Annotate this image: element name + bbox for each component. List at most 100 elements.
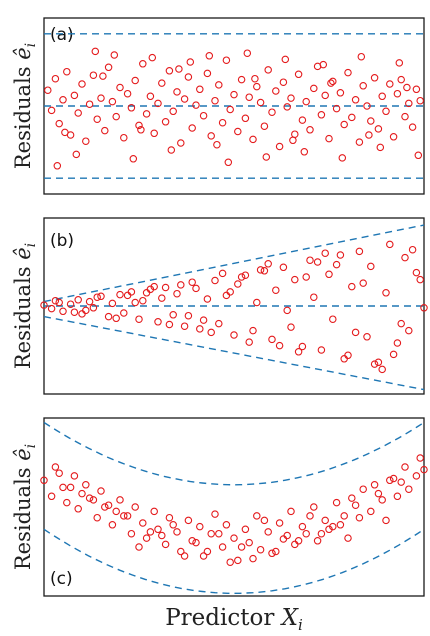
- panel-c-residual-point: [378, 496, 386, 504]
- panel-b-residual-point: [283, 306, 291, 315]
- panel-c-residual-point: [142, 534, 151, 542]
- panel-a-residual-point: [139, 60, 147, 68]
- panel-b-residual-point: [222, 291, 231, 300]
- panel-b-residual-point: [291, 275, 299, 284]
- panel-a-residual-point: [348, 113, 356, 122]
- panel-c-residual-point: [177, 547, 185, 556]
- panel-c-residual-point: [329, 522, 337, 531]
- panel-b-residual-point: [207, 328, 215, 337]
- panel-a-residual-point: [405, 99, 413, 108]
- panel-c-residual-point: [40, 476, 48, 485]
- panel-c-residual-point: [306, 512, 314, 520]
- panel-a-residual-point: [173, 88, 181, 96]
- panel-b-residual-point: [340, 355, 348, 363]
- panel-b-residual-point: [188, 278, 196, 286]
- panel-c-y-axis-label: Residuals êi: [11, 444, 39, 570]
- panel-b-residual-point: [177, 281, 185, 289]
- panel-c-residual-point: [59, 483, 67, 492]
- panel-b-residual-point: [192, 284, 200, 293]
- panel-c-residual-point: [74, 505, 82, 513]
- panel-a-residual-point: [325, 134, 333, 143]
- panel-b-residual-point: [93, 293, 101, 301]
- panel-a-residual-point: [47, 106, 56, 115]
- panel-a-residual-point: [207, 132, 215, 140]
- panel-a-residual-point: [256, 98, 265, 107]
- panel-c-residual-point: [321, 516, 329, 525]
- panel-a-residual-point: [363, 102, 371, 110]
- panel-c-residual-point: [150, 507, 158, 516]
- panel-a-residual-point: [287, 94, 295, 102]
- panel-a-residual-point: [61, 128, 69, 137]
- panel-a-residual-point: [234, 127, 242, 136]
- panel-a-residual-point: [91, 47, 100, 56]
- panel-a-residual-point: [338, 154, 347, 162]
- panel-b-residual-point: [66, 300, 75, 308]
- panel-a-residual-point: [340, 120, 348, 129]
- panel-b-residual-point: [89, 304, 98, 312]
- panel-a-residual-point: [412, 85, 421, 94]
- panel-b-points: [40, 240, 428, 374]
- panel-a-residual-point: [374, 125, 383, 133]
- panel-c-residual-point: [196, 522, 204, 531]
- panel-b-residual-point: [264, 260, 272, 268]
- panel-c-residual-point: [382, 516, 390, 525]
- panel-c-curvature: (c) Residuals êi: [11, 417, 428, 597]
- panel-a-points: [44, 47, 424, 170]
- panel-c-residual-point: [146, 528, 155, 536]
- panel-a-residual-point: [237, 75, 246, 84]
- panel-c-residual-point: [123, 512, 132, 520]
- panel-b-residual-point: [401, 253, 409, 262]
- panel-c-residual-point: [234, 556, 242, 565]
- panel-b-residual-point: [306, 256, 314, 264]
- panel-b-residual-point: [230, 331, 238, 339]
- panel-b-residual-point: [355, 247, 364, 256]
- panel-a-residual-point: [177, 139, 185, 147]
- panel-b-residual-point: [108, 299, 117, 308]
- panel-b-residual-point: [215, 319, 223, 328]
- panel-c-residual-point: [173, 528, 181, 536]
- panel-b-residual-point: [275, 341, 284, 350]
- panel-a-residual-point: [367, 117, 375, 125]
- panel-a-residual-point: [51, 74, 60, 83]
- panel-a-residual-point: [104, 63, 113, 72]
- panel-b-guide-line: [43, 315, 425, 391]
- panel-b-residual-point: [363, 333, 371, 341]
- panel-a-residual-point: [218, 118, 227, 127]
- panel-a-residual-point: [395, 59, 404, 67]
- panel-a-residual-point: [123, 89, 132, 98]
- panel-c-residual-point: [291, 540, 299, 549]
- panel-a-residual-point: [72, 150, 81, 159]
- panel-a-residual-point: [93, 115, 101, 123]
- panel-c-residual-point: [207, 529, 215, 538]
- panel-c-residual-point: [245, 538, 253, 547]
- panel-a-residual-point: [192, 101, 200, 109]
- panel-a-residual-point: [365, 131, 373, 139]
- panel-c-residual-point: [222, 521, 231, 529]
- panel-b-residual-point: [199, 316, 208, 324]
- panel-a-residual-point: [175, 65, 183, 73]
- panel-c-residual-point: [63, 498, 71, 507]
- panel-c-residual-point: [139, 519, 147, 527]
- panel-b-residual-point: [329, 315, 337, 323]
- panel-b-guide-line: [43, 224, 425, 303]
- panel-a-residual-point: [222, 56, 231, 64]
- panel-c-residual-point: [351, 501, 360, 509]
- panel-c-residual-point: [253, 512, 261, 520]
- panel-b-residual-point: [321, 249, 329, 257]
- panel-b-residual-point: [287, 323, 295, 331]
- panel-a-residual-point: [336, 89, 345, 97]
- panel-c-residual-point: [120, 512, 128, 520]
- panel-a-residual-point: [44, 86, 52, 94]
- panel-c-residual-point: [256, 545, 265, 554]
- panel-b-residual-point: [40, 301, 48, 309]
- panel-c-residual-point: [165, 513, 174, 522]
- panel-a-residual-point: [401, 112, 409, 121]
- panel-b-frame: [43, 217, 425, 395]
- panel-b-residual-point: [382, 289, 390, 297]
- panel-c-residual-point: [66, 483, 75, 492]
- panel-c-guide-line: [43, 528, 425, 594]
- panel-c-residual-point: [401, 463, 409, 471]
- panel-a-residual-point: [213, 140, 221, 149]
- panel-a-residual-point: [161, 118, 170, 126]
- panel-a-residual-point: [275, 142, 284, 151]
